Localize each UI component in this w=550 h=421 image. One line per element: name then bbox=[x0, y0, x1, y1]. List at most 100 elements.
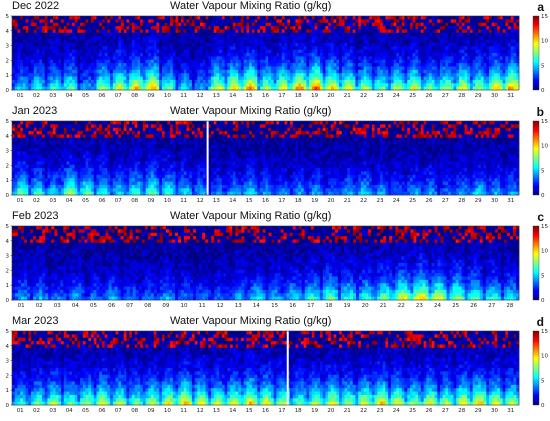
heatmap-cell bbox=[50, 69, 54, 74]
heatmap-cell bbox=[118, 19, 122, 24]
heatmap-cell bbox=[69, 22, 73, 27]
heatmap-cell bbox=[303, 79, 307, 84]
heatmap-cell bbox=[314, 59, 318, 64]
heatmap-cell bbox=[358, 59, 362, 64]
heatmap-cell bbox=[415, 42, 419, 47]
heatmap-cell bbox=[350, 69, 354, 74]
heatmap-cell bbox=[404, 53, 408, 57]
heatmap-cell bbox=[224, 73, 228, 77]
heatmap-cell bbox=[224, 46, 228, 50]
heatmap-cell bbox=[437, 83, 441, 87]
heatmap-cell bbox=[344, 46, 348, 50]
heatmap-cell bbox=[388, 39, 392, 44]
heatmap-cell bbox=[268, 32, 272, 37]
heatmap-cell bbox=[52, 161, 56, 166]
heatmap-cell bbox=[194, 69, 198, 74]
heatmap-cell bbox=[445, 39, 449, 44]
heatmap-cell bbox=[36, 161, 40, 166]
heatmap-cell bbox=[456, 29, 460, 34]
heatmap-cell bbox=[202, 83, 206, 87]
heatmap-cell bbox=[251, 53, 255, 57]
heatmap-cell bbox=[358, 26, 362, 30]
heatmap-cell bbox=[456, 73, 460, 77]
heatmap-cell bbox=[12, 131, 16, 135]
heatmap-cell bbox=[243, 79, 247, 84]
heatmap-cell bbox=[47, 56, 51, 61]
heatmap-cell bbox=[379, 42, 384, 47]
heatmap-cell bbox=[52, 53, 56, 57]
heatmap-cell bbox=[44, 174, 48, 179]
heatmap-cell bbox=[63, 174, 67, 179]
heatmap-cell bbox=[330, 39, 334, 44]
heatmap-cell bbox=[426, 73, 430, 77]
heatmap-cell bbox=[448, 76, 452, 81]
heatmap-cell bbox=[306, 16, 310, 20]
heatmap-cell bbox=[216, 56, 220, 61]
heatmap-cell bbox=[249, 32, 253, 37]
heatmap-cell bbox=[28, 144, 32, 149]
heatmap-cell bbox=[82, 121, 86, 125]
heatmap-cell bbox=[483, 36, 487, 40]
heatmap-cell bbox=[453, 22, 457, 27]
heatmap-cell bbox=[131, 53, 135, 57]
heatmap-cell bbox=[118, 49, 122, 54]
heatmap-cell bbox=[91, 32, 95, 37]
heatmap-cell bbox=[467, 29, 471, 34]
heatmap-cell bbox=[22, 134, 26, 139]
heatmap-cell bbox=[99, 124, 103, 129]
heatmap-cell bbox=[159, 29, 163, 34]
heatmap-cell bbox=[369, 66, 373, 71]
heatmap-cell bbox=[221, 79, 225, 84]
heatmap-cell bbox=[50, 56, 54, 61]
heatmap-cell bbox=[80, 73, 84, 77]
heatmap-cell bbox=[88, 19, 92, 24]
heatmap-cell bbox=[420, 42, 424, 47]
heatmap-cell bbox=[322, 22, 326, 27]
heatmap-cell bbox=[407, 53, 411, 57]
heatmap-cell bbox=[450, 56, 454, 61]
heatmap-cell bbox=[172, 79, 176, 84]
heatmap-cell bbox=[371, 29, 375, 34]
heatmap-cell bbox=[167, 79, 171, 84]
heatmap-cell bbox=[249, 79, 253, 84]
heatmap-cell bbox=[366, 32, 370, 37]
heatmap-cell bbox=[28, 56, 32, 61]
heatmap-cell bbox=[243, 42, 247, 47]
heatmap-cell bbox=[423, 39, 427, 44]
heatmap-cell bbox=[33, 171, 37, 176]
heatmap-cell bbox=[55, 147, 59, 152]
heatmap-cell bbox=[44, 188, 48, 192]
heatmap-cell bbox=[14, 151, 18, 155]
heatmap-cell bbox=[74, 83, 78, 87]
heatmap-cell bbox=[502, 49, 506, 54]
heatmap-cell bbox=[44, 69, 48, 74]
heatmap-cell bbox=[505, 63, 509, 67]
heatmap-cell bbox=[175, 59, 179, 64]
heatmap-cell bbox=[28, 191, 32, 196]
heatmap-cell bbox=[80, 22, 84, 27]
heatmap-cell bbox=[459, 66, 463, 71]
heatmap-cell bbox=[281, 73, 285, 77]
heatmap-cell bbox=[91, 83, 95, 87]
heatmap-cell bbox=[516, 69, 520, 74]
heatmap-cell bbox=[137, 46, 141, 50]
heatmap-cell bbox=[137, 42, 141, 47]
heatmap-cell bbox=[99, 32, 103, 37]
heatmap-cell bbox=[216, 46, 220, 50]
heatmap-cell bbox=[459, 53, 463, 57]
heatmap-cell bbox=[254, 73, 258, 77]
heatmap-cell bbox=[50, 127, 54, 132]
heatmap-cell bbox=[483, 42, 487, 47]
heatmap-cell bbox=[85, 151, 89, 155]
heatmap-cell bbox=[172, 63, 176, 67]
heatmap-cell bbox=[216, 39, 220, 44]
heatmap-cell bbox=[85, 147, 89, 152]
heatmap-cell bbox=[276, 32, 280, 37]
heatmap-cell bbox=[366, 42, 370, 47]
heatmap-cell bbox=[213, 49, 217, 54]
heatmap-cell bbox=[442, 36, 446, 40]
heatmap-cell bbox=[513, 32, 517, 37]
heatmap-cell bbox=[189, 29, 193, 34]
heatmap-cell bbox=[448, 29, 452, 34]
heatmap-cell bbox=[63, 83, 67, 87]
